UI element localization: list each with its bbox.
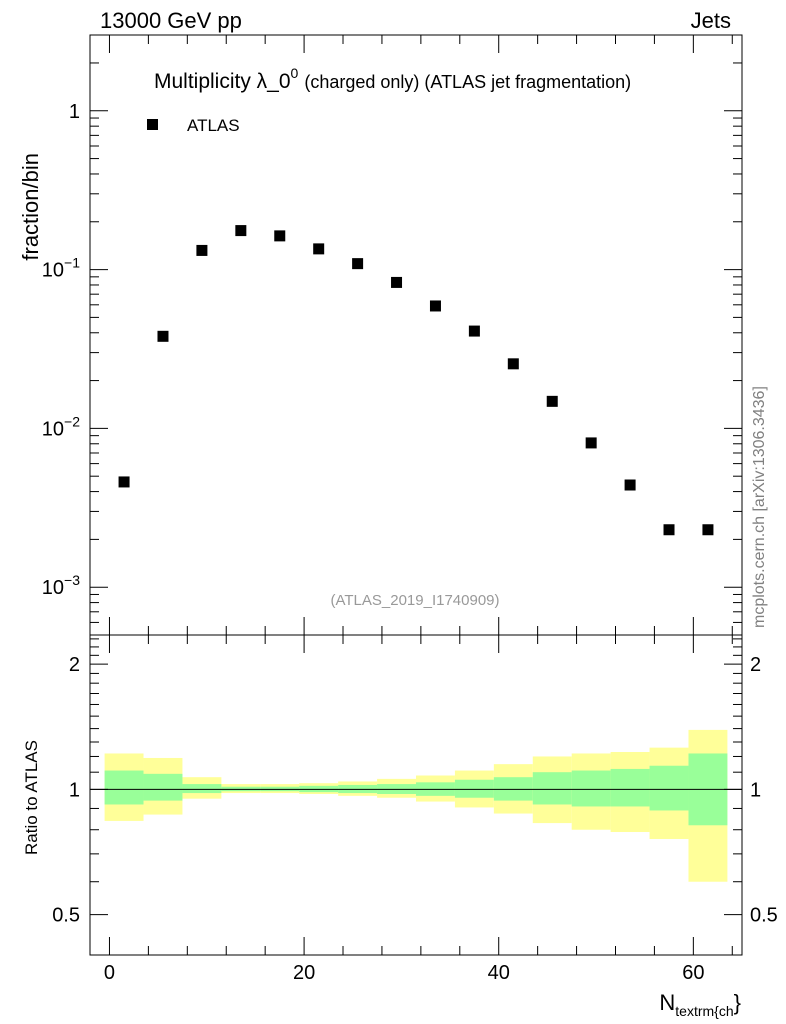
ratio-ytick-label-left: 1 [69,779,80,801]
data-point [468,325,480,337]
sidebar-label: mcplots.cern.ch [arXiv:1306.3436] [751,386,768,628]
chart-title: Multiplicity λ_00 (charged only) (ATLAS j… [154,65,631,93]
x-tick-label: 0 [104,962,115,984]
chart-title-sup: 0 [291,65,299,81]
data-point [235,225,247,237]
main-ytick-label: 10−1 [42,255,80,282]
ratio-ytick-label-left: 0.5 [52,905,80,927]
x-axis-label: Ntextrm{ch} [659,990,741,1019]
legend-marker [147,119,158,130]
ratio-bands [90,729,742,882]
ratio-band-inner-bin [571,770,611,807]
x-axis-label-suffix: } [734,990,741,1015]
data-point [157,330,169,342]
main-ytick-label-base: 10 [42,260,64,282]
main-ytick-label-base: 10 [42,577,64,599]
reference-label: (ATLAS_2019_I1740909) [330,592,499,609]
data-point [196,244,208,256]
ratio-ytick-label-right: 0.5 [750,905,778,927]
main-ytick-label-base: 1 [69,101,80,123]
main-ytick-label-exp: −1 [64,255,80,271]
chart-title-main: Multiplicity λ_0 [154,70,291,93]
main-ytick-label: 1 [69,101,80,123]
legend-label: ATLAS [187,116,240,135]
data-point [352,258,364,270]
ratio-band-inner-bin [104,770,144,805]
data-point [702,524,714,536]
data-point [663,524,675,536]
ratio-axis-ticks: 0 20 40 60 0.5 0.5 1 1 2 2 [52,635,778,984]
ratio-band-inner-bin [610,768,650,807]
data-point [507,358,519,370]
ratio-band-inner-bin [493,777,533,801]
chart-subtitle: (charged only) (ATLAS jet fragmentation) [304,72,631,92]
main-axis-ticks: 10−310−210−11 [42,34,742,636]
main-ylabel: fraction/bin [18,153,43,261]
data-point [118,476,130,488]
data-point [391,276,403,288]
main-ytick-label: 10−3 [42,572,80,599]
main-ytick-label-exp: −2 [64,413,80,429]
ratio-band-inner-bin [182,784,222,794]
ratio-panel-frame [89,634,743,956]
data-point [546,395,558,407]
data-point [313,243,325,255]
ratio-ytick-label-right: 1 [750,779,761,801]
x-tick-label: 40 [488,962,510,984]
ratio-ytick-label-right: 2 [750,654,761,676]
data-point [585,437,597,449]
main-ytick-label-exp: −3 [64,572,80,588]
ratio-ytick-label-left: 2 [69,654,80,676]
header-left: 13000 GeV pp [100,8,242,33]
header-right: Jets [691,8,731,33]
ratio-band-inner-bin [143,773,183,801]
data-point [624,479,636,491]
ratio-band-inner-bin [532,772,572,805]
ratio-band-inner-bin [454,779,494,798]
data-point [274,230,286,242]
x-tick-label: 60 [682,962,704,984]
data-point [429,300,441,312]
x-axis-label-sub: textrm{ch [675,1003,733,1019]
ratio-band-inner-bin [649,765,689,811]
main-ytick-label-base: 10 [42,418,64,440]
x-tick-label: 20 [293,962,315,984]
x-axis-label-main: N [659,990,675,1015]
data-markers [118,225,714,536]
ratio-ylabel: Ratio to ATLAS [22,740,41,855]
main-ytick-label: 10−2 [42,413,80,440]
